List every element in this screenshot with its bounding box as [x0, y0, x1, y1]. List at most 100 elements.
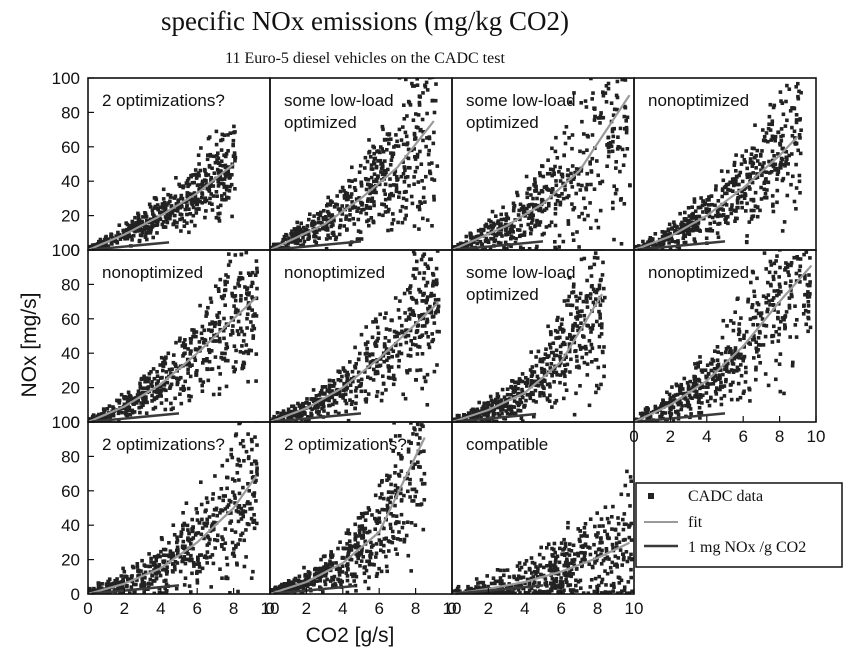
- data-point: [189, 219, 194, 224]
- data-point: [583, 206, 587, 210]
- data-point: [220, 194, 224, 198]
- data-point: [162, 359, 167, 363]
- data-point: [189, 349, 193, 353]
- data-point: [193, 200, 197, 205]
- data-point: [327, 213, 332, 218]
- data-point: [709, 194, 714, 198]
- data-point: [562, 396, 566, 401]
- data-point: [124, 221, 128, 225]
- data-point: [750, 305, 754, 310]
- data-point: [100, 582, 104, 586]
- data-point: [327, 403, 331, 408]
- data-point: [766, 139, 770, 144]
- data-point: [385, 358, 389, 363]
- data-point: [749, 217, 754, 221]
- data-point: [414, 343, 418, 347]
- data-point: [372, 179, 376, 184]
- data-point: [661, 241, 666, 246]
- data-point: [508, 412, 512, 417]
- data-point: [375, 359, 379, 364]
- data-point: [736, 332, 741, 337]
- data-point: [166, 351, 171, 356]
- data-point: [194, 373, 199, 377]
- data-point: [193, 223, 197, 228]
- data-point: [341, 388, 346, 393]
- data-point: [605, 164, 609, 168]
- data-point: [381, 149, 386, 154]
- data-point: [666, 228, 671, 232]
- data-point: [402, 521, 406, 525]
- data-point: [299, 591, 304, 594]
- data-point: [128, 578, 133, 582]
- data-point: [152, 376, 157, 381]
- data-point: [216, 212, 220, 216]
- data-point: [341, 366, 346, 370]
- data-point: [239, 252, 244, 257]
- data-point: [205, 500, 210, 505]
- data-point: [429, 291, 434, 296]
- data-point: [230, 329, 235, 333]
- data-point: [404, 134, 409, 139]
- data-point: [792, 255, 796, 260]
- data-point: [557, 245, 561, 249]
- data-point: [530, 218, 535, 222]
- data-point: [175, 548, 179, 553]
- data-point: [403, 175, 408, 180]
- data-point: [337, 389, 342, 394]
- data-point: [123, 237, 127, 241]
- data-point: [217, 311, 221, 315]
- data-point: [753, 315, 758, 320]
- data-point: [779, 139, 784, 143]
- data-point: [408, 312, 413, 317]
- data-point: [608, 61, 612, 65]
- data-point: [589, 274, 594, 278]
- data-point: [200, 383, 204, 388]
- data-point: [502, 395, 507, 399]
- data-point: [787, 153, 791, 158]
- data-point: [221, 498, 225, 503]
- data-point: [408, 103, 413, 107]
- data-point: [619, 6, 623, 10]
- data-point: [694, 217, 699, 222]
- data-point: [796, 148, 800, 153]
- data-point: [144, 231, 149, 235]
- data-point: [402, 165, 407, 169]
- data-point: [421, 138, 425, 143]
- data-point: [714, 392, 719, 396]
- data-point: [152, 397, 157, 402]
- data-point: [216, 151, 220, 155]
- data-point: [395, 139, 399, 144]
- data-point: [578, 149, 582, 154]
- data-point: [620, 5, 624, 9]
- data-point: [340, 212, 345, 216]
- data-point: [394, 133, 398, 137]
- data-point: [352, 579, 356, 583]
- data-point: [320, 406, 324, 411]
- data-point: [147, 225, 151, 229]
- data-point: [155, 223, 159, 227]
- data-point: [555, 318, 559, 322]
- data-point: [226, 170, 230, 174]
- data-point: [754, 365, 758, 370]
- data-point: [382, 202, 386, 207]
- data-point: [335, 194, 339, 198]
- data-point: [534, 247, 539, 250]
- data-point: [425, 317, 429, 322]
- data-point: [163, 407, 168, 412]
- data-point: [698, 360, 703, 364]
- data-point: [515, 190, 519, 195]
- data-point: [555, 156, 560, 160]
- data-point: [224, 384, 229, 389]
- data-point: [298, 585, 302, 590]
- data-point: [709, 368, 714, 373]
- chart-subtitle: 11 Euro-5 diesel vehicles on the CADC te…: [225, 50, 505, 67]
- data-point: [686, 400, 690, 404]
- data-point: [676, 239, 680, 243]
- data-point: [229, 316, 234, 320]
- data-point: [412, 336, 417, 340]
- data-point: [347, 178, 351, 183]
- data-point: [464, 243, 469, 248]
- data-point: [291, 235, 295, 239]
- data-point: [423, 200, 427, 204]
- data-point: [532, 204, 537, 208]
